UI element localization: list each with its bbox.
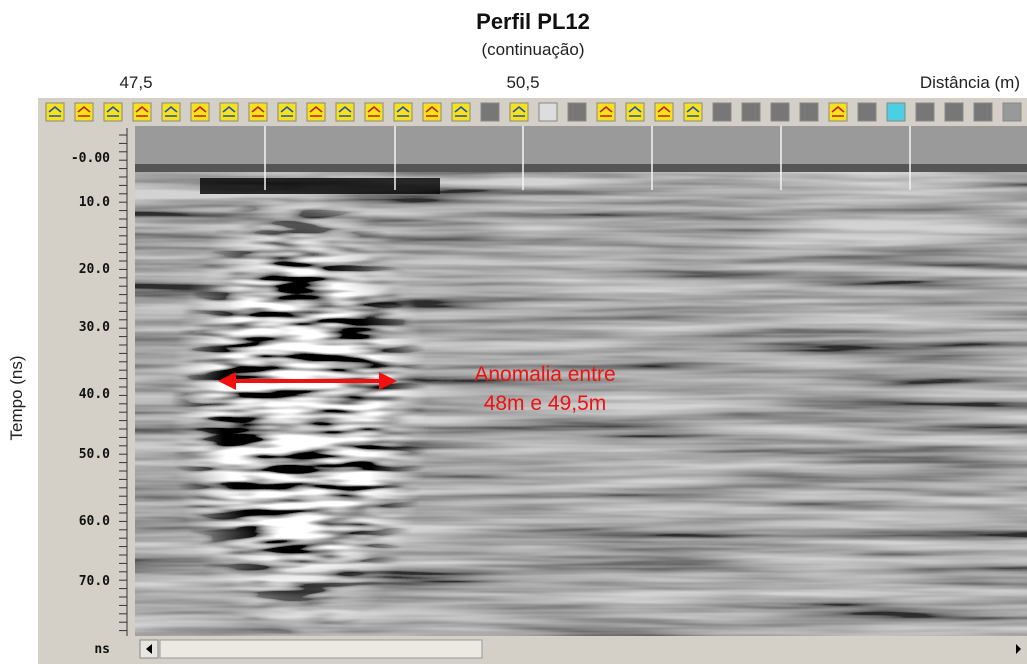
tool-icon bbox=[220, 103, 238, 121]
tool-icon bbox=[887, 103, 905, 121]
y-tick-label: ns bbox=[94, 642, 110, 657]
tool-icon bbox=[1003, 103, 1021, 121]
tool-icon bbox=[510, 103, 528, 121]
title: Perfil PL12 bbox=[476, 9, 590, 34]
tool-icon bbox=[133, 103, 151, 121]
tool-icon bbox=[365, 103, 383, 121]
tool-icon bbox=[974, 103, 992, 121]
toolbar bbox=[38, 98, 1027, 126]
tool-icon bbox=[191, 103, 209, 121]
tool-icon bbox=[626, 103, 644, 121]
tool-icon bbox=[104, 103, 122, 121]
tool-icon bbox=[800, 103, 818, 121]
tool-icon bbox=[481, 103, 499, 121]
subtitle: (continuação) bbox=[481, 40, 584, 59]
tool-icon bbox=[597, 103, 615, 121]
annotation: Anomalia entre bbox=[474, 363, 615, 386]
x-label: 50,5 bbox=[506, 73, 539, 92]
surface-reflection bbox=[200, 178, 440, 194]
tool-icon bbox=[394, 103, 412, 121]
scroll-thumb[interactable] bbox=[160, 640, 482, 658]
tool-icon bbox=[916, 103, 934, 121]
y-tick-label: 50.0 bbox=[79, 447, 110, 462]
tool-icon bbox=[423, 103, 441, 121]
tool-icon bbox=[278, 103, 296, 121]
x-title: Distância (m) bbox=[920, 73, 1020, 92]
tool-icon bbox=[249, 103, 267, 121]
annotation: 48m e 49,5m bbox=[484, 392, 607, 415]
tool-icon bbox=[742, 103, 760, 121]
air-band bbox=[135, 126, 1027, 164]
y-tick-label: 20.0 bbox=[79, 262, 110, 277]
tool-icon bbox=[684, 103, 702, 121]
surface-band bbox=[135, 164, 1027, 172]
y-tick-label: 70.0 bbox=[79, 574, 110, 589]
tool-icon bbox=[829, 103, 847, 121]
y-title: Tempo (ns) bbox=[7, 355, 26, 440]
tool-icon bbox=[539, 103, 557, 121]
tool-icon bbox=[945, 103, 963, 121]
x-label: 47,5 bbox=[119, 73, 152, 92]
tool-icon bbox=[713, 103, 731, 121]
tool-icon bbox=[452, 103, 470, 121]
tool-icon bbox=[655, 103, 673, 121]
y-tick-label: 10.0 bbox=[79, 195, 110, 210]
tool-icon bbox=[46, 103, 64, 121]
tool-icon bbox=[771, 103, 789, 121]
y-tick-label: 40.0 bbox=[79, 387, 110, 402]
y-tick-label: 60.0 bbox=[79, 514, 110, 529]
y-tick-label: 30.0 bbox=[79, 320, 110, 335]
tool-icon bbox=[858, 103, 876, 121]
tool-icon bbox=[336, 103, 354, 121]
y-tick-label: -0.00 bbox=[71, 151, 110, 166]
page: Perfil PL12 (continuação) 47,5 50,5 Dist… bbox=[0, 0, 1027, 664]
tool-icon bbox=[307, 103, 325, 121]
tool-icon bbox=[75, 103, 93, 121]
tool-icon bbox=[568, 103, 586, 121]
tool-icon bbox=[162, 103, 180, 121]
